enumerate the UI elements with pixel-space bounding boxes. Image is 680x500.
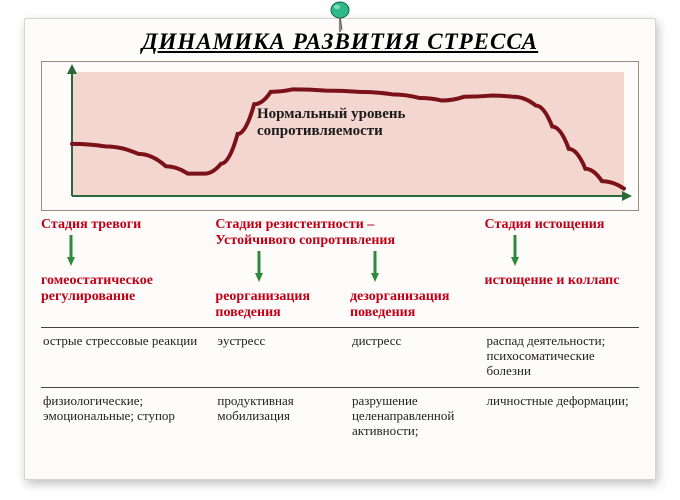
stage-2-sub-left: реорганизация поведения	[215, 289, 350, 321]
arrow-down-icon	[367, 251, 383, 287]
diagram-card: ДИНАМИКА РАЗВИТИЯ СТРЕССА Нормальный уро…	[24, 18, 656, 480]
table-cell: физиологические; эмоциональные; ступор	[41, 392, 215, 441]
table-row: острые стрессовые реакцииэустрессдистрес…	[41, 332, 639, 381]
stage-1-title: Стадия тревоги	[41, 217, 141, 233]
table-cell: распад деятельности; психосоматические б…	[485, 332, 639, 381]
stage-2-title: Стадия резистентности – Устойчивого сопр…	[215, 217, 395, 249]
stage-col-1: Стадия тревоги гомеостатическое регулиро…	[41, 217, 215, 321]
chart-label-line2: сопротивляемости	[257, 123, 405, 140]
table-cell: дистресс	[350, 332, 485, 381]
stage-2-sub-right: дезорганизация поведения	[350, 289, 485, 321]
chart-label-line1: Нормальный уровень	[257, 106, 405, 123]
arrow-down-icon	[507, 235, 523, 271]
table-cell: острые стрессовые реакции	[41, 332, 215, 381]
table-cell: продуктивная мобилизация	[215, 392, 350, 441]
stage-col-3: Стадия истощения истощение и коллапс	[485, 217, 639, 321]
stage-3-title: Стадия истощения	[485, 217, 605, 233]
table-cell: эустресс	[215, 332, 350, 381]
divider	[41, 327, 639, 328]
table-cell: разрушение целенаправленной активности;	[350, 392, 485, 441]
arrow-down-icon	[63, 235, 79, 271]
stage-col-2: Стадия резистентности – Устойчивого сопр…	[215, 217, 484, 321]
arrow-down-icon	[251, 251, 267, 287]
push-pin-icon	[322, 0, 358, 41]
stage-row: Стадия тревоги гомеостатическое регулиро…	[41, 217, 639, 321]
arrow-down-pair	[251, 251, 383, 287]
divider	[41, 387, 639, 388]
table-row: физиологические; эмоциональные; ступорпр…	[41, 392, 639, 441]
chart-label: Нормальный уровень сопротивляемости	[257, 106, 405, 141]
stage-1-sub: гомеостатическое регулирование	[41, 273, 215, 305]
stage-3-sub: истощение и коллапс	[485, 273, 620, 289]
table-cell: личностные деформации;	[485, 392, 639, 441]
stress-curve-chart: Нормальный уровень сопротивляемости	[41, 61, 639, 211]
